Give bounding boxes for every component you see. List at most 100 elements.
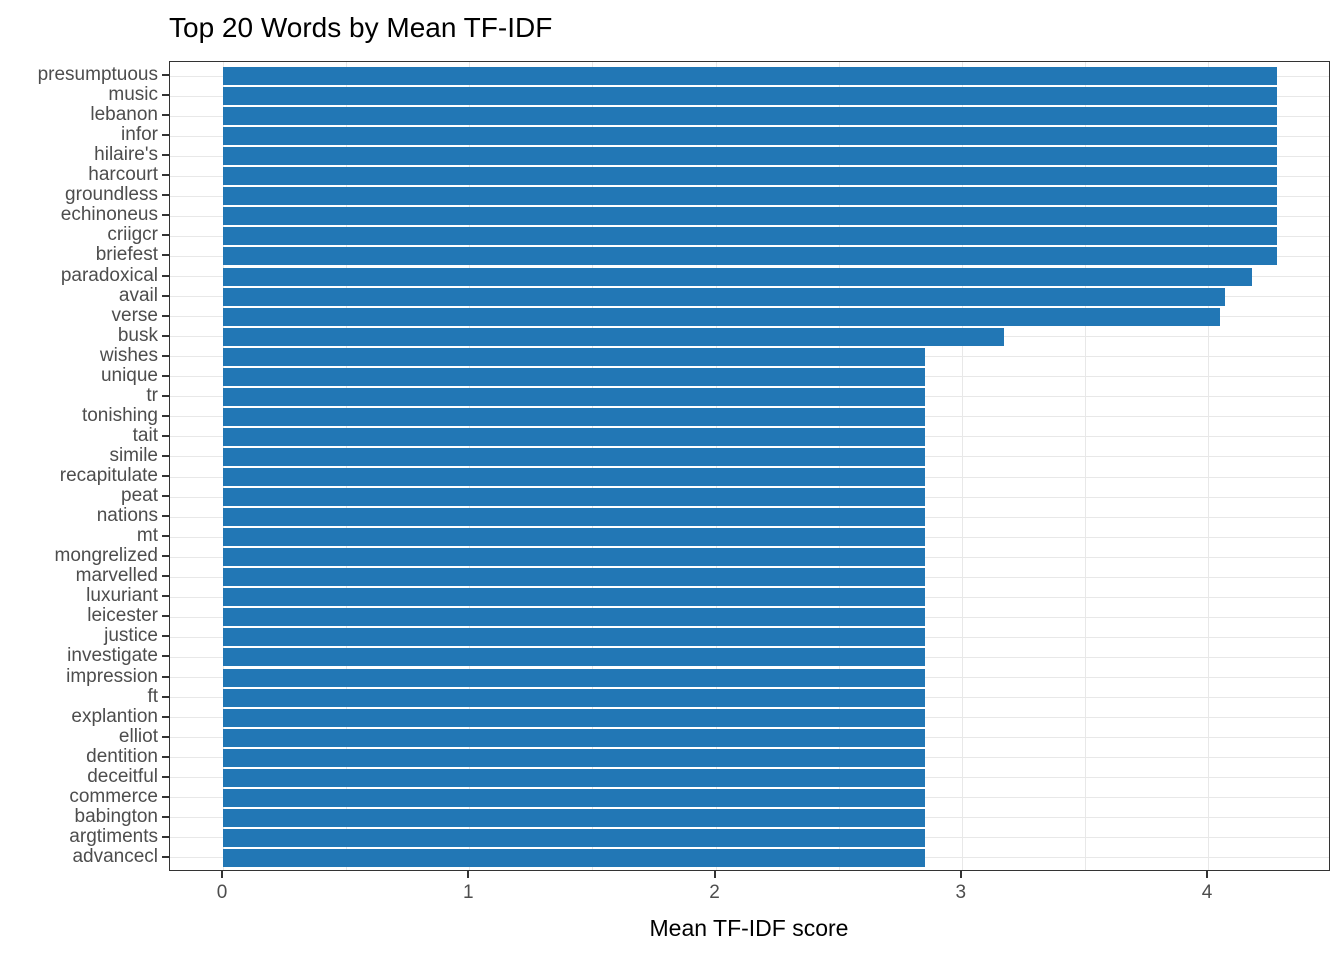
y-tick-mark xyxy=(162,254,169,257)
y-axis-label: deceitful xyxy=(87,765,158,787)
bar xyxy=(223,728,925,747)
bar xyxy=(223,788,925,807)
bar xyxy=(223,127,1277,146)
y-axis-label: groundless xyxy=(65,184,158,206)
y-tick-mark xyxy=(162,855,169,858)
y-axis-label: mt xyxy=(136,525,158,547)
bar xyxy=(223,748,925,767)
y-axis-label: criigcr xyxy=(107,224,158,246)
x-tick-mark xyxy=(221,871,223,878)
x-tick-mark xyxy=(467,871,470,878)
y-axis-label: investigate xyxy=(67,645,158,667)
bar xyxy=(223,708,925,727)
bar xyxy=(223,307,1221,326)
bar xyxy=(223,848,925,867)
bar xyxy=(223,668,925,687)
x-tick-mark xyxy=(959,871,962,878)
y-tick-mark xyxy=(162,755,169,758)
y-tick-mark xyxy=(162,174,169,177)
y-tick-mark xyxy=(162,575,169,578)
x-gridline xyxy=(838,62,840,870)
x-axis-tick-label: 3 xyxy=(955,882,967,903)
bar xyxy=(223,648,925,667)
x-gridline xyxy=(961,62,963,870)
x-tick-mark xyxy=(1206,871,1208,878)
y-tick-mark xyxy=(162,134,169,137)
y-tick-mark xyxy=(162,655,169,658)
y-axis-label: avail xyxy=(118,284,158,306)
y-axis-label: briefest xyxy=(95,244,158,266)
bar xyxy=(223,387,925,406)
y-tick-mark xyxy=(162,515,169,518)
y-tick-mark xyxy=(162,194,169,197)
chart-title: Top 20 Words by Mean TF-IDF xyxy=(169,12,553,43)
y-axis-label: wishes xyxy=(99,344,158,366)
y-axis-label: commerce xyxy=(69,785,158,807)
x-axis-title: Mean TF-IDF score xyxy=(649,915,849,941)
bar xyxy=(223,628,925,647)
y-axis-label: music xyxy=(108,84,158,106)
y-tick-mark xyxy=(162,314,169,317)
y-tick-mark xyxy=(162,214,169,217)
y-tick-mark xyxy=(162,595,169,598)
y-tick-mark xyxy=(162,414,169,417)
y-tick-mark xyxy=(162,274,169,277)
y-tick-mark xyxy=(162,434,169,437)
y-tick-mark xyxy=(162,394,169,397)
bar xyxy=(223,588,925,607)
y-axis-label: recapitulate xyxy=(59,465,158,487)
y-axis-label: ft xyxy=(147,685,158,707)
x-gridline xyxy=(346,62,348,870)
y-axis-label: infor xyxy=(121,124,158,146)
x-axis-tick-label: 4 xyxy=(1201,882,1213,903)
bar xyxy=(223,427,925,446)
y-axis-label: tonishing xyxy=(81,404,158,426)
y-axis-label: explantion xyxy=(71,705,158,727)
y-axis-label: peat xyxy=(121,485,158,507)
y-axis-label: leicester xyxy=(87,605,158,627)
y-tick-mark xyxy=(162,334,169,337)
bar xyxy=(223,287,1226,306)
y-axis-label: paradoxical xyxy=(60,264,158,286)
y-tick-mark xyxy=(162,114,169,117)
bar xyxy=(223,808,925,827)
bar xyxy=(223,327,1004,346)
x-gridline xyxy=(223,62,224,870)
y-tick-mark xyxy=(162,675,169,678)
bar xyxy=(223,347,925,366)
y-axis-label: elliot xyxy=(118,725,158,747)
bar xyxy=(223,488,925,507)
bar xyxy=(223,187,1277,206)
x-axis-tick-label: 2 xyxy=(709,882,720,903)
bar xyxy=(223,87,1277,106)
y-axis-label: advancecl xyxy=(72,845,158,867)
bar xyxy=(223,167,1277,186)
y-axis-label: echinoneus xyxy=(60,204,158,226)
bar xyxy=(223,828,925,847)
bar xyxy=(223,688,925,707)
y-axis-label: luxuriant xyxy=(86,585,158,607)
y-axis-label: presumptuous xyxy=(37,64,158,86)
y-tick-mark xyxy=(162,815,169,818)
bar xyxy=(223,407,925,426)
y-tick-mark xyxy=(162,354,169,357)
y-axis-label: impression xyxy=(66,665,158,687)
y-axis-label: babington xyxy=(74,805,158,827)
y-axis-label: justice xyxy=(104,625,158,647)
bar xyxy=(223,267,1253,286)
x-gridline xyxy=(469,62,471,870)
y-tick-mark xyxy=(162,454,169,457)
plot-panel xyxy=(169,61,1330,871)
bar xyxy=(223,447,925,466)
bar xyxy=(223,608,925,627)
y-axis-label: hilaire's xyxy=(94,144,158,166)
bar xyxy=(223,107,1277,126)
y-tick-mark xyxy=(162,74,169,77)
bar xyxy=(223,227,1277,246)
y-tick-mark xyxy=(162,635,169,638)
y-axis-label: marvelled xyxy=(75,565,158,587)
y-axis-label: nations xyxy=(96,505,158,527)
y-tick-mark xyxy=(162,294,169,297)
y-axis-label: harcourt xyxy=(88,164,158,186)
